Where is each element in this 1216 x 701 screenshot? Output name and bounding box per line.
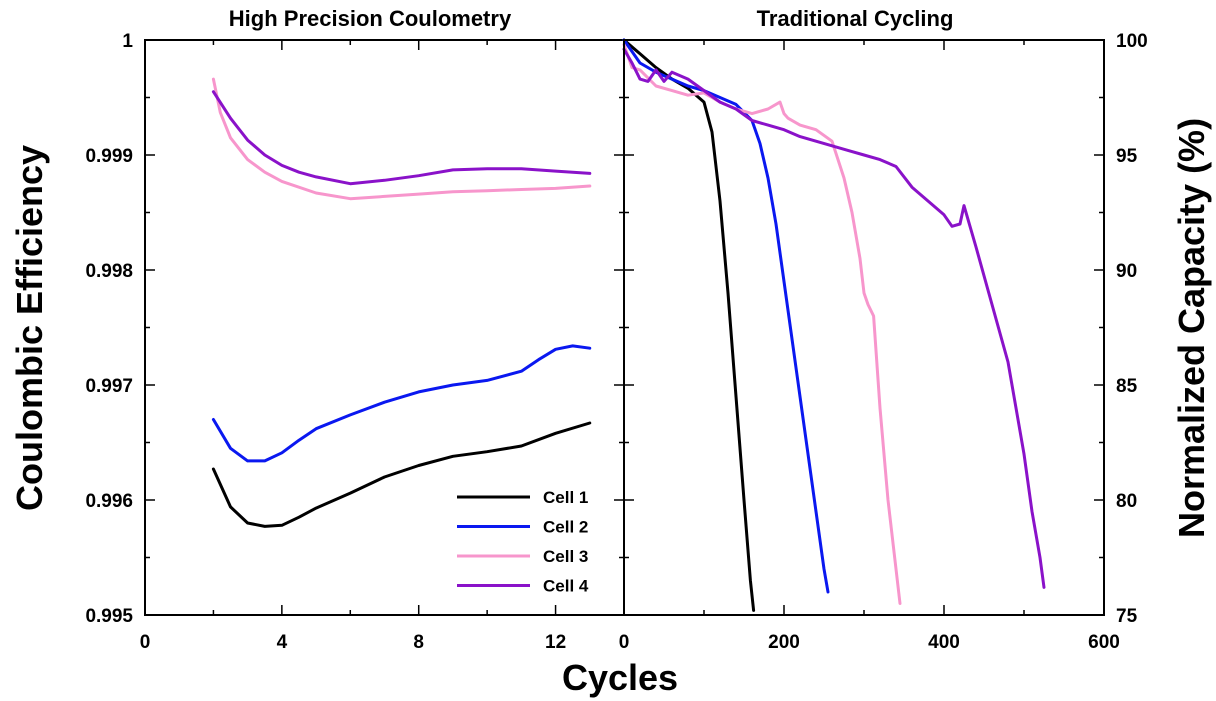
right-y-tick-label: 85: [1116, 376, 1138, 397]
left-series-group: [211, 77, 592, 528]
left-panel-title: High Precision Coulometry: [229, 6, 512, 31]
left-y-tick-label: 0.998: [85, 261, 133, 282]
right-x-tick-label: 0: [619, 632, 630, 653]
right-y-tick-label: 95: [1116, 146, 1138, 167]
left-y-tick-label: 0.999: [85, 146, 133, 167]
left-x-tick-label: 0: [140, 632, 151, 653]
left-x-tick-label: 12: [545, 632, 566, 653]
right-y-tick-label: 100: [1116, 31, 1148, 52]
right-y-tick-label: 80: [1116, 491, 1137, 512]
left-y-tick-label: 0.996: [85, 491, 133, 512]
left-panel: High Precision Coulometry 0 4 8 12 0.995 0.99…: [9, 6, 625, 653]
right-series-cell-2: [622, 38, 830, 594]
right-x-tick-label: 600: [1088, 632, 1120, 653]
left-y-tick-label: 0.997: [85, 376, 133, 397]
left-ticks-group: 0 4 8 12 0.995 0.996 0.997 0.998 0.999 1: [85, 31, 624, 653]
left-series-cell-1: [211, 421, 592, 528]
right-series-group: [622, 38, 1046, 612]
right-series-cell-4: [622, 47, 1046, 589]
legend-label-cell-2: Cell 2: [543, 518, 588, 537]
right-panel: Traditional Cycling 0 200 400 600 75 80 85 90 95…: [619, 6, 1212, 653]
right-y-tick-label: 90: [1116, 261, 1137, 282]
right-panel-title: Traditional Cycling: [757, 6, 954, 31]
left-y-tick-label: 1: [122, 31, 133, 52]
legend: Cell 1 Cell 2 Cell 3 Cell 4: [457, 488, 589, 596]
left-series-cell-3: [211, 77, 592, 201]
right-x-tick-label: 400: [928, 632, 960, 653]
left-x-tick-label: 4: [277, 632, 288, 653]
right-plot-frame: [623, 39, 1105, 616]
right-series-cell-3: [622, 43, 902, 605]
legend-label-cell-4: Cell 4: [543, 577, 589, 596]
left-y-tick-label: 0.995: [85, 606, 133, 627]
right-x-tick-label: 200: [768, 632, 800, 653]
left-x-tick-label: 8: [413, 632, 424, 653]
right-y-axis-title: Normalized Capacity (%): [1171, 118, 1212, 538]
legend-label-cell-3: Cell 3: [543, 547, 588, 566]
right-y-tick-label: 75: [1116, 606, 1138, 627]
right-series-cell-1: [622, 38, 756, 612]
left-series-cell-2: [211, 344, 592, 463]
legend-label-cell-1: Cell 1: [543, 488, 588, 507]
right-ticks-group: 0 200 400 600 75 80 85 90 95 100: [619, 31, 1148, 653]
x-axis-title: Cycles: [562, 657, 678, 698]
left-series-cell-4: [211, 90, 592, 186]
left-y-axis-title: Coulombic Efficiency: [9, 145, 50, 511]
